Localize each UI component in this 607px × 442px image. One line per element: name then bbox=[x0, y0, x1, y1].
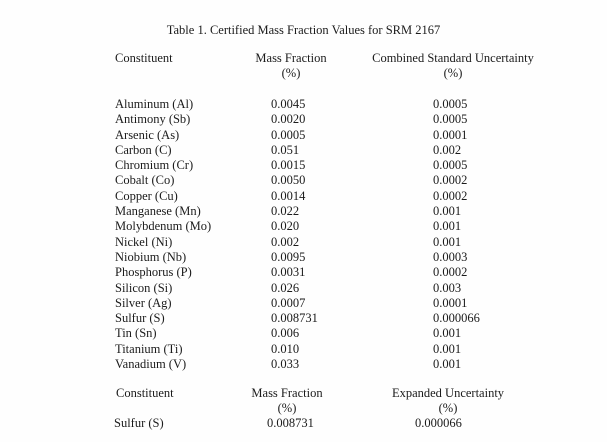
table-title: Table 1. Certified Mass Fraction Values … bbox=[166, 23, 441, 37]
cell-uncertainty: 0.002 bbox=[433, 142, 462, 157]
cell-uncertainty: 0.001 bbox=[433, 357, 462, 372]
cell-mass-fraction: 0.008731 bbox=[267, 416, 314, 430]
cell-constituent: Niobium (Nb) bbox=[115, 249, 187, 264]
cell-constituent: Nickel (Ni) bbox=[115, 234, 173, 249]
cell-constituent: Aluminum (Al) bbox=[115, 97, 194, 111]
main-header-uncertainty: Combined Standard Uncertainty (%) bbox=[353, 51, 553, 82]
cell-mass-fraction: 0.051 bbox=[271, 142, 300, 157]
cell-mass-fraction: 0.010 bbox=[271, 341, 300, 356]
table-row: Silicon (Si) 0.026 0.003 bbox=[0, 281, 607, 296]
cell-uncertainty: 0.003 bbox=[433, 280, 462, 295]
cell-constituent: Vanadium (V) bbox=[115, 357, 187, 372]
cell-uncertainty: 0.0003 bbox=[433, 249, 468, 264]
cell-uncertainty: 0.001 bbox=[433, 204, 462, 219]
table-row: Copper (Cu) 0.0014 0.0002 bbox=[0, 189, 607, 204]
cell-uncertainty: 0.0001 bbox=[433, 127, 468, 142]
cell-mass-fraction: 0.006 bbox=[271, 326, 300, 341]
table-row: Manganese (Mn) 0.022 0.001 bbox=[0, 204, 607, 219]
cell-constituent: Arsenic (As) bbox=[115, 127, 180, 142]
main-header-uncertainty-unit: (%) bbox=[443, 66, 463, 81]
cell-uncertainty: 0.0002 bbox=[433, 173, 468, 188]
cell-constituent: Cobalt (Co) bbox=[115, 173, 175, 188]
main-header-uncertainty-label: Combined Standard Uncertainty bbox=[372, 51, 534, 65]
cell-mass-fraction: 0.033 bbox=[271, 357, 300, 372]
cell-constituent: Molybdenum (Mo) bbox=[115, 219, 212, 234]
cell-mass-fraction: 0.0005 bbox=[271, 127, 306, 142]
cell-mass-fraction: 0.0050 bbox=[271, 173, 306, 188]
cell-mass-fraction: 0.0095 bbox=[271, 249, 306, 264]
cell-mass-fraction: 0.008731 bbox=[271, 311, 318, 326]
cell-uncertainty: 0.001 bbox=[433, 326, 462, 341]
cell-mass-fraction: 0.002 bbox=[271, 234, 300, 249]
expanded-header-mass-fraction-label: Mass Fraction bbox=[251, 386, 323, 400]
cell-constituent: Chromium (Cr) bbox=[115, 158, 194, 173]
main-header-mass-fraction-unit: (%) bbox=[281, 66, 301, 81]
cell-uncertainty: 0.0005 bbox=[433, 97, 468, 111]
cell-constituent: Silver (Ag) bbox=[115, 295, 172, 310]
table-row: Silver (Ag) 0.0007 0.0001 bbox=[0, 296, 607, 311]
cell-mass-fraction: 0.020 bbox=[271, 219, 300, 234]
cell-uncertainty: 0.0001 bbox=[433, 295, 468, 310]
table-row: Sulfur (S) 0.008731 0.000066 bbox=[0, 311, 607, 326]
cell-mass-fraction: 0.0007 bbox=[271, 295, 306, 310]
table-row: Cobalt (Co) 0.0050 0.0002 bbox=[0, 173, 607, 188]
table-row: Molybdenum (Mo) 0.020 0.001 bbox=[0, 219, 607, 234]
table-row: Carbon (C) 0.051 0.002 bbox=[0, 143, 607, 158]
cell-uncertainty: 0.001 bbox=[433, 341, 462, 356]
cell-constituent: Tin (Sn) bbox=[115, 326, 157, 341]
expanded-header-mass-fraction-unit: (%) bbox=[277, 401, 297, 416]
cell-constituent: Sulfur (S) bbox=[115, 311, 165, 326]
cell-mass-fraction: 0.0014 bbox=[271, 188, 306, 203]
table-row: Tin (Sn) 0.006 0.001 bbox=[0, 326, 607, 341]
cell-uncertainty: 0.000066 bbox=[415, 416, 462, 430]
cell-mass-fraction: 0.0031 bbox=[271, 265, 306, 280]
expanded-header-uncertainty-label: Expanded Uncertainty bbox=[391, 386, 505, 400]
table-row: Niobium (Nb) 0.0095 0.0003 bbox=[0, 250, 607, 265]
cell-constituent: Phosphorus (P) bbox=[115, 265, 192, 280]
cell-uncertainty: 0.0005 bbox=[433, 112, 468, 127]
cell-mass-fraction: 0.026 bbox=[271, 280, 300, 295]
table-row: Sulfur (S) 0.008731 0.000066 bbox=[0, 416, 607, 431]
main-header-mass-fraction-label: Mass Fraction bbox=[255, 51, 327, 65]
cell-uncertainty: 0.000066 bbox=[433, 311, 480, 326]
cell-uncertainty: 0.0002 bbox=[433, 265, 468, 280]
main-table-body: Aluminum (Al) 0.0045 0.0005 Antimony (Sb) 0.… bbox=[0, 97, 607, 372]
cell-uncertainty: 0.0005 bbox=[433, 158, 468, 173]
expanded-header-constituent: Constituent bbox=[116, 386, 174, 400]
cell-constituent: Manganese (Mn) bbox=[115, 204, 201, 219]
cell-uncertainty: 0.001 bbox=[433, 234, 462, 249]
table-row: Phosphorus (P) 0.0031 0.0002 bbox=[0, 265, 607, 280]
cell-uncertainty: 0.0002 bbox=[433, 188, 468, 203]
expanded-header-uncertainty-unit: (%) bbox=[438, 401, 458, 416]
cell-constituent: Silicon (Si) bbox=[115, 280, 173, 295]
table-row: Titanium (Ti) 0.010 0.001 bbox=[0, 342, 607, 357]
cell-constituent: Copper (Cu) bbox=[115, 188, 178, 203]
table-row: Nickel (Ni) 0.002 0.001 bbox=[0, 235, 607, 250]
cell-uncertainty: 0.001 bbox=[433, 219, 462, 234]
expanded-header-mass-fraction: Mass Fraction (%) bbox=[207, 386, 367, 417]
cell-mass-fraction: 0.0015 bbox=[271, 158, 306, 173]
cell-mass-fraction: 0.022 bbox=[271, 204, 300, 219]
cell-mass-fraction: 0.0020 bbox=[271, 112, 306, 127]
expanded-table-body: Sulfur (S) 0.008731 0.000066 bbox=[0, 416, 607, 431]
table-row: Vanadium (V) 0.033 0.001 bbox=[0, 357, 607, 372]
table-row: Aluminum (Al) 0.0045 0.0005 bbox=[0, 97, 607, 112]
cell-constituent: Titanium (Ti) bbox=[115, 341, 183, 356]
table-row: Chromium (Cr) 0.0015 0.0005 bbox=[0, 158, 607, 173]
table-row: Antimony (Sb) 0.0020 0.0005 bbox=[0, 112, 607, 127]
main-header-mass-fraction: Mass Fraction (%) bbox=[211, 51, 371, 82]
main-header-constituent: Constituent bbox=[115, 51, 173, 65]
cell-mass-fraction: 0.0045 bbox=[271, 97, 306, 111]
cell-constituent: Sulfur (S) bbox=[114, 416, 164, 430]
cell-constituent: Antimony (Sb) bbox=[115, 112, 191, 127]
expanded-header-uncertainty: Expanded Uncertainty (%) bbox=[348, 386, 548, 417]
table-row: Arsenic (As) 0.0005 0.0001 bbox=[0, 128, 607, 143]
cell-constituent: Carbon (C) bbox=[115, 142, 172, 157]
